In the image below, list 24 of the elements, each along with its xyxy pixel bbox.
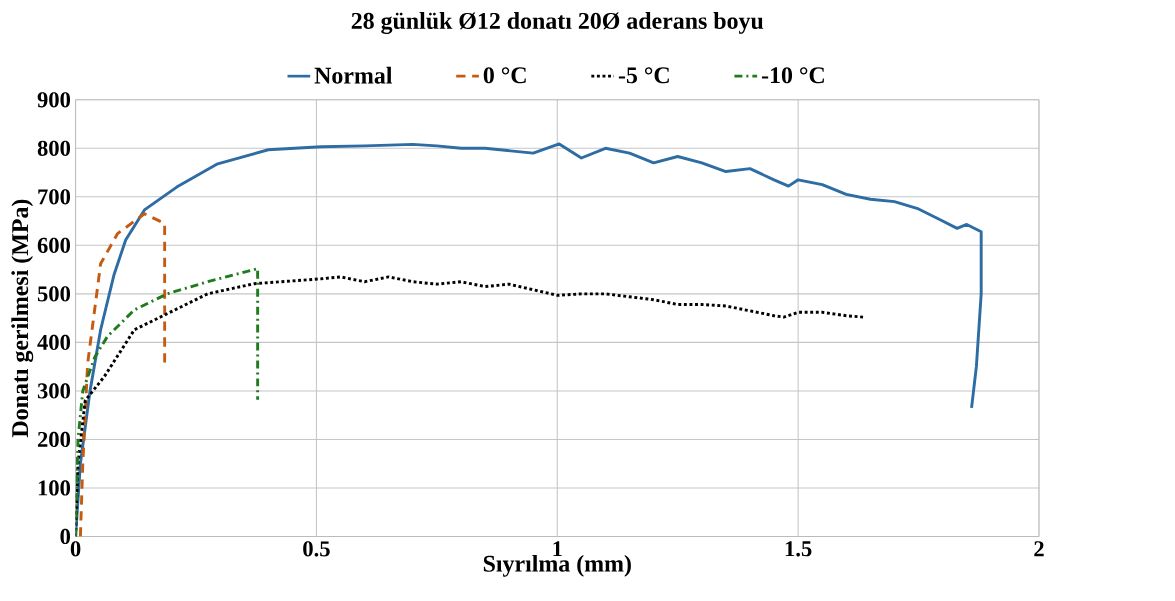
y-tick-label: 600 xyxy=(37,237,71,254)
y-tick-label: 400 xyxy=(37,334,71,351)
y-tick-label: 700 xyxy=(38,189,71,205)
x-axis-title: Sıyrılma (mm) xyxy=(483,555,631,577)
y-tick-label: 100 xyxy=(38,480,71,496)
y-axis-title: Donatı gerilmesi (MPa) xyxy=(11,199,34,438)
y-tick-label: 200 xyxy=(37,431,71,448)
legend-label: 0 °C xyxy=(483,67,526,84)
line-series xyxy=(75,267,260,537)
legend-label: -5 °C xyxy=(618,67,669,84)
legend-label: Normal xyxy=(314,66,393,84)
y-tick-label: 500 xyxy=(37,286,71,302)
y-tick-label: 0 xyxy=(60,529,71,545)
y-tick-label: 800 xyxy=(37,140,71,157)
x-tick-label: 1.5 xyxy=(785,541,812,557)
x-tick-label: 2 xyxy=(1034,541,1044,557)
legend-label: -10 °C xyxy=(761,67,824,84)
chart-title: 28 günlük Ø12 donatı 20Ø aderans boyu xyxy=(351,12,764,35)
x-tick-label: 1 xyxy=(553,541,562,557)
line-series xyxy=(78,212,167,537)
y-tick-label: 300 xyxy=(37,383,71,399)
x-tick-label: 0.5 xyxy=(303,541,330,557)
y-tick-label: 900 xyxy=(37,92,71,108)
x-tick-label: 0 xyxy=(70,541,81,557)
